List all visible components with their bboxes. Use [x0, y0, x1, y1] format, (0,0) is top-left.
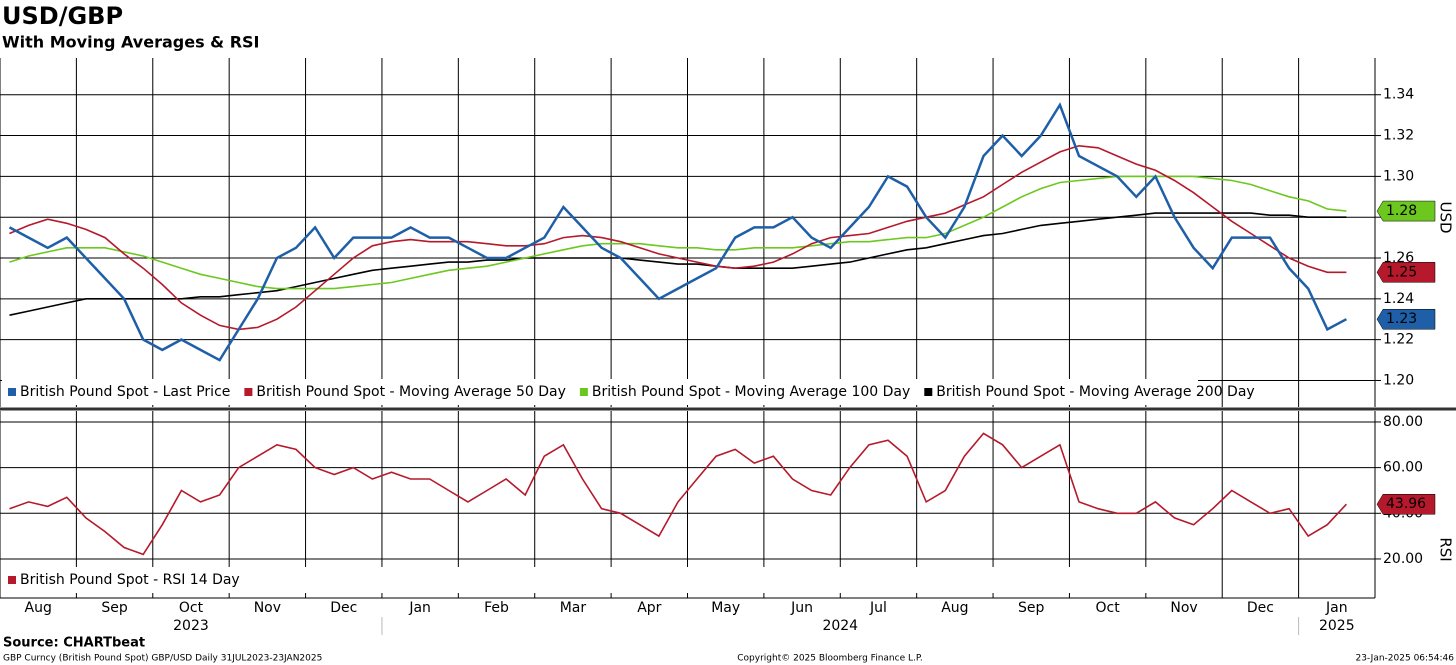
x-tick-label: Feb	[484, 600, 509, 616]
footer-left: GBP Curncy (British Pound Spot) GBP/USD …	[3, 654, 322, 664]
x-tick-label: Jul	[869, 600, 887, 616]
legend: British Pound Spot - RSI 14 Day	[2, 567, 1198, 593]
legend-label: British Pound Spot - Moving Average 100 …	[592, 384, 910, 400]
x-tick-label: Jun	[790, 600, 813, 616]
footer-center: Copyright© 2025 Bloomberg Finance L.P.	[737, 654, 922, 664]
legend-bg	[2, 379, 1198, 405]
source: Source: CHARTbeat	[3, 636, 145, 651]
y-tick-label: 1.32	[1383, 128, 1414, 144]
x-tick-label: Dec	[1247, 600, 1274, 616]
end-label: 1.25	[1386, 264, 1417, 280]
legend-swatch	[8, 576, 16, 584]
legend-bg	[2, 567, 1198, 593]
x-tick-label: Dec	[330, 600, 357, 616]
year-label: 2024	[822, 618, 858, 634]
end-label-box	[1376, 308, 1436, 330]
chart-title: USD/GBP	[2, 2, 123, 30]
y-tick-label: 1.20	[1383, 372, 1414, 388]
x-tick-label: Nov	[1170, 600, 1197, 616]
y-tick-label: 20.00	[1383, 551, 1423, 567]
y-tick-label: 1.22	[1383, 332, 1414, 348]
y-tick-label: 1.30	[1383, 168, 1414, 184]
legend-label: British Pound Spot - Moving Average 200 …	[936, 384, 1254, 400]
x-tick-label: Nov	[254, 600, 281, 616]
series-line	[8, 102, 1347, 362]
end-label: 43.96	[1386, 496, 1426, 512]
end-label-box	[1376, 200, 1436, 222]
legend: British Pound Spot - Last Price British P…	[2, 379, 1255, 405]
year-label: 2025	[1319, 618, 1355, 634]
x-tick-label: Aug	[941, 600, 968, 616]
x-tick-label: Oct	[1096, 600, 1121, 616]
y-axis-label: USD	[1437, 201, 1455, 233]
y-tick-label: 1.34	[1383, 87, 1414, 103]
series-line	[9, 175, 1347, 290]
legend-swatch	[244, 388, 253, 396]
end-label: 1.28	[1386, 203, 1417, 219]
x-tick-label: Jan	[408, 600, 431, 616]
legend-swatch	[8, 388, 16, 396]
x-tick-label: Sep	[1018, 600, 1045, 616]
series-line	[9, 432, 1347, 556]
series-line	[9, 144, 1347, 331]
legend-label: British Pound Spot - Moving Average 50 D…	[256, 384, 566, 400]
year-label: 2023	[173, 618, 209, 634]
end-label: 1.23	[1386, 311, 1417, 327]
x-tick-label: Oct	[179, 600, 204, 616]
x-tick-label: Aug	[25, 600, 52, 616]
x-tick-label: Apr	[637, 600, 661, 616]
x-tick-label: Sep	[101, 600, 128, 616]
legend-label: British Pound Spot - RSI 14 Day	[20, 572, 240, 588]
y-tick-label: 1.24	[1383, 291, 1414, 307]
chart-subtitle: With Moving Averages & RSI	[2, 33, 259, 52]
x-tick-label: Jan	[1325, 600, 1348, 616]
end-label-box	[1376, 493, 1436, 515]
legend-swatch	[924, 388, 933, 396]
y-tick-label: 80.00	[1383, 414, 1423, 430]
y-tick-label: 1.26	[1383, 250, 1414, 266]
x-tick-label: Mar	[560, 600, 587, 616]
y-axis-label: RSI	[1437, 537, 1455, 561]
footer-right: 23-Jan-2025 06:54:46	[1355, 654, 1454, 664]
end-label-box	[1376, 262, 1436, 283]
legend-swatch	[579, 388, 588, 396]
x-tick-label: May	[711, 600, 740, 616]
legend-label: British Pound Spot - Last Price	[20, 384, 230, 400]
series-line	[9, 212, 1347, 316]
y-tick-label: 60.00	[1383, 460, 1423, 476]
